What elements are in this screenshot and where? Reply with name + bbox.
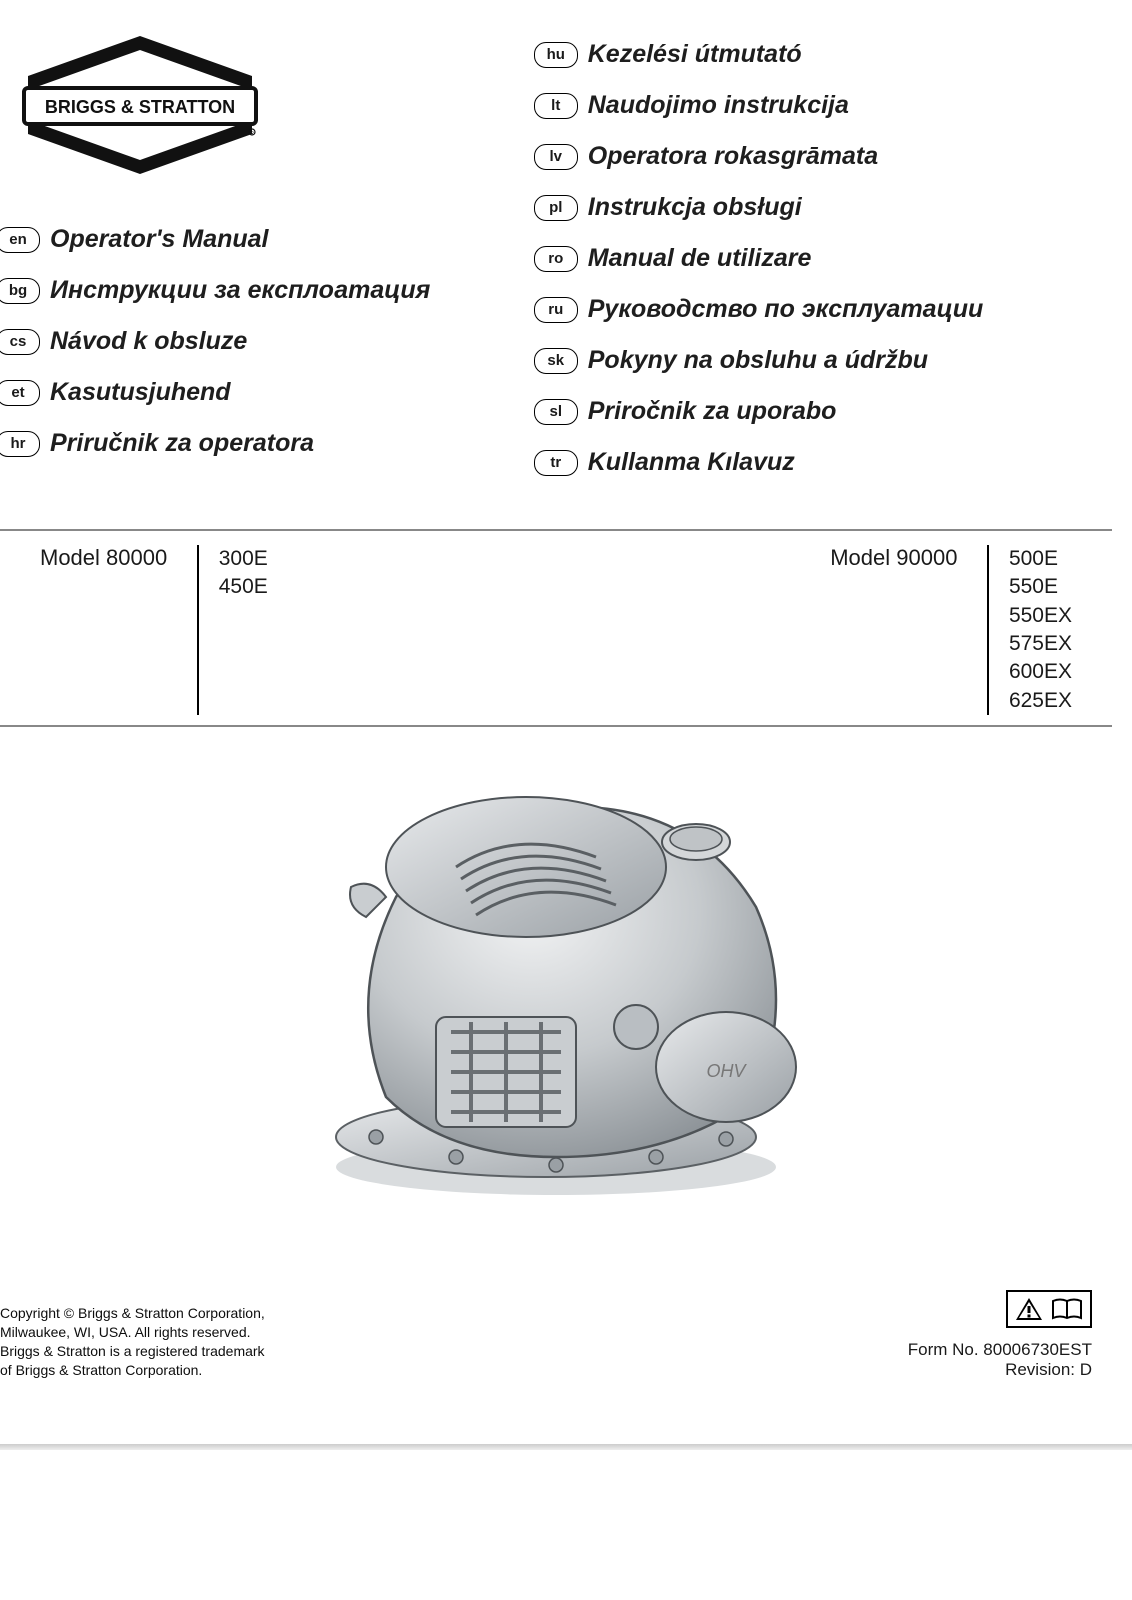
lang-code-badge: hr xyxy=(0,431,40,457)
lang-title: Pokyny na obsluhu a údržbu xyxy=(588,346,928,375)
warning-icon xyxy=(1014,1296,1044,1322)
lang-code-badge: cs xyxy=(0,329,40,355)
brand-logo: BRIGGS & STRATTON R xyxy=(20,30,534,185)
model-block: Model 80000 300E 450E xyxy=(0,545,268,715)
header-section: BRIGGS & STRATTON R en Operator's Manual… xyxy=(0,30,1112,499)
variant: 625EX xyxy=(1009,687,1072,715)
svg-text:R: R xyxy=(250,131,254,137)
lang-entry: lv Operatora rokasgrāmata xyxy=(534,142,1112,171)
lang-title: Operatora rokasgrāmata xyxy=(588,142,878,171)
lang-entry: sk Pokyny na obsluhu a údržbu xyxy=(534,346,1112,375)
lang-title: Instrukcja obsługi xyxy=(588,193,802,222)
model-label: Model 80000 xyxy=(0,545,197,571)
lang-title: Руководство по эксплуатации xyxy=(588,295,984,324)
form-info: Form No. 80006730EST Revision: D xyxy=(908,1290,1092,1380)
lang-entry: tr Kullanma Kılavuz xyxy=(534,448,1112,477)
lang-code-badge: sl xyxy=(534,399,578,425)
manual-cover-page: BRIGGS & STRATTON R en Operator's Manual… xyxy=(0,0,1132,1600)
copyright-line: of Briggs & Stratton Corporation. xyxy=(0,1361,265,1380)
svg-text:OHV: OHV xyxy=(706,1061,747,1081)
copyright-line: Briggs & Stratton is a registered tradem… xyxy=(0,1342,265,1361)
lang-code-badge: pl xyxy=(534,195,578,221)
right-column: hu Kezelési útmutató lt Naudojimo instru… xyxy=(534,30,1112,499)
lang-code-badge: ro xyxy=(534,246,578,272)
lang-title: Priručnik za operatora xyxy=(50,429,314,458)
lang-code-badge: bg xyxy=(0,278,40,304)
lang-entry: et Kasutusjuhend xyxy=(0,378,534,407)
lang-code-badge: sk xyxy=(534,348,578,374)
safety-icons xyxy=(1006,1290,1092,1328)
form-number: Form No. 80006730EST xyxy=(908,1340,1092,1360)
lang-entry: hu Kezelési útmutató xyxy=(534,40,1112,69)
lang-title: Manual de utilizare xyxy=(588,244,812,273)
copyright-text: Copyright © Briggs & Stratton Corporatio… xyxy=(0,1304,265,1380)
lang-code-badge: en xyxy=(0,227,40,253)
lang-entry: lt Naudojimo instrukcija xyxy=(534,91,1112,120)
variant: 575EX xyxy=(1009,630,1072,658)
lang-code-badge: hu xyxy=(534,42,578,68)
variant: 550EX xyxy=(1009,602,1072,630)
variant: 450E xyxy=(219,573,268,601)
model-table: Model 80000 300E 450E Model 90000 500E 5… xyxy=(0,529,1112,727)
variant: 600EX xyxy=(1009,658,1072,686)
lang-entry: hr Priručnik za operatora xyxy=(0,429,534,458)
copyright-line: Milwaukee, WI, USA. All rights reserved. xyxy=(0,1323,265,1342)
footer-section: Copyright © Briggs & Stratton Corporatio… xyxy=(0,1290,1092,1380)
model-variants: 300E 450E xyxy=(199,545,268,602)
lang-title: Priročnik za uporabo xyxy=(588,397,837,426)
page-fold-shadow xyxy=(0,1444,1132,1450)
lang-entry: ru Руководство по эксплуатации xyxy=(534,295,1112,324)
lang-title: Operator's Manual xyxy=(50,225,269,254)
model-block: Model 90000 500E 550E 550EX 575EX 600EX … xyxy=(790,545,1072,715)
lang-entry: pl Instrukcja obsługi xyxy=(534,193,1112,222)
left-column: BRIGGS & STRATTON R en Operator's Manual… xyxy=(0,30,534,480)
lang-entry: sl Priročnik za uporabo xyxy=(534,397,1112,426)
engine-illustration: OHV xyxy=(0,747,1112,1212)
lang-title: Kezelési útmutató xyxy=(588,40,802,69)
revision: Revision: D xyxy=(908,1360,1092,1380)
lang-entry: en Operator's Manual xyxy=(0,225,534,254)
lang-title: Návod k obsluze xyxy=(50,327,247,356)
model-variants: 500E 550E 550EX 575EX 600EX 625EX xyxy=(989,545,1072,715)
lang-code-badge: et xyxy=(0,380,40,406)
lang-entry: ro Manual de utilizare xyxy=(534,244,1112,273)
variant: 500E xyxy=(1009,545,1072,573)
model-label: Model 90000 xyxy=(790,545,987,571)
lang-title: Инструкции за експлоатация xyxy=(50,276,430,305)
lang-entry: cs Návod k obsluze xyxy=(0,327,534,356)
lang-code-badge: ru xyxy=(534,297,578,323)
variant: 300E xyxy=(219,545,268,573)
lang-code-badge: lt xyxy=(534,93,578,119)
variant: 550E xyxy=(1009,573,1072,601)
lang-title: Kullanma Kılavuz xyxy=(588,448,795,477)
lang-entry: bg Инструкции за експлоатация xyxy=(0,276,534,305)
copyright-line: Copyright © Briggs & Stratton Corporatio… xyxy=(0,1304,265,1323)
lang-code-badge: tr xyxy=(534,450,578,476)
lang-title: Naudojimo instrukcija xyxy=(588,91,849,120)
lang-code-badge: lv xyxy=(534,144,578,170)
logo-text: BRIGGS & STRATTON xyxy=(45,97,235,117)
lang-title: Kasutusjuhend xyxy=(50,378,231,407)
read-manual-icon xyxy=(1050,1296,1084,1322)
